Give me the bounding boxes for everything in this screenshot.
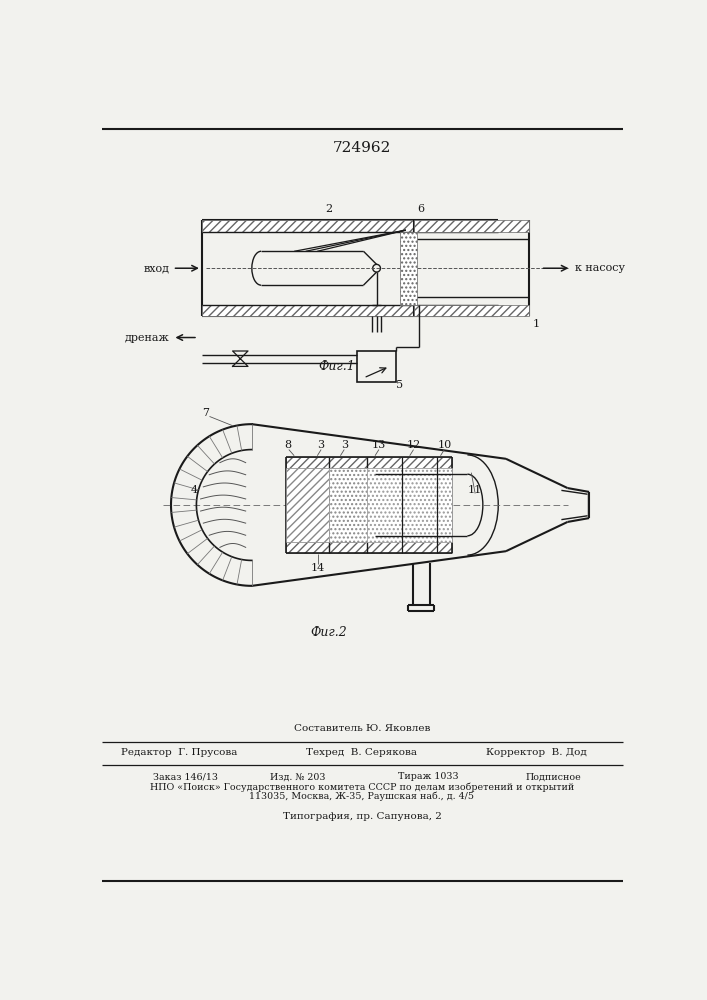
Bar	[329, 468, 368, 542]
Text: Подписное: Подписное	[525, 772, 581, 781]
Bar	[368, 468, 452, 542]
Text: Заказ 146/13: Заказ 146/13	[153, 772, 218, 781]
Text: 5: 5	[396, 380, 403, 390]
Bar	[286, 457, 452, 468]
Text: 11: 11	[468, 485, 482, 495]
Bar	[286, 542, 452, 553]
Bar	[201, 305, 498, 316]
Text: 13: 13	[372, 440, 386, 450]
Text: Редактор  Г. Прусова: Редактор Г. Прусова	[120, 748, 237, 757]
Text: Фиг.1: Фиг.1	[318, 360, 355, 373]
Text: 1: 1	[533, 319, 540, 329]
Text: Тираж 1033: Тираж 1033	[398, 772, 459, 781]
Text: 8: 8	[284, 440, 291, 450]
Text: 4: 4	[190, 485, 198, 495]
Bar	[414, 305, 529, 316]
Text: дренаж: дренаж	[124, 333, 170, 343]
Text: 10: 10	[437, 440, 452, 450]
Text: НПО «Поиск» Государственного комитета СССР по делам изобретений и открытий: НПО «Поиск» Государственного комитета СС…	[150, 783, 574, 792]
Text: Изд. № 203: Изд. № 203	[269, 772, 325, 781]
Bar	[414, 220, 529, 232]
Bar	[399, 232, 416, 305]
Text: к насосу: к насосу	[575, 263, 625, 273]
Text: Техред  В. Серякова: Техред В. Серякова	[306, 748, 417, 757]
Bar	[201, 220, 498, 232]
Bar	[286, 468, 329, 542]
Text: 3: 3	[317, 440, 325, 450]
Text: Составитель Ю. Яковлев: Составитель Ю. Яковлев	[294, 724, 430, 733]
Text: 12: 12	[407, 440, 421, 450]
Text: вход: вход	[144, 263, 170, 273]
Text: Фиг.2: Фиг.2	[310, 626, 347, 639]
Text: 3: 3	[341, 440, 348, 450]
Text: 724962: 724962	[333, 141, 391, 155]
Text: 113035, Москва, Ж-35, Раушская наб., д. 4/5: 113035, Москва, Ж-35, Раушская наб., д. …	[250, 791, 474, 801]
Text: 2: 2	[325, 204, 332, 214]
Text: 7: 7	[202, 408, 209, 418]
Text: Корректор  В. Дод: Корректор В. Дод	[486, 748, 587, 757]
Text: 6: 6	[418, 204, 425, 214]
Bar	[357, 351, 396, 382]
Text: Типография, пр. Сапунова, 2: Типография, пр. Сапунова, 2	[283, 812, 441, 821]
Text: 14: 14	[310, 563, 325, 573]
